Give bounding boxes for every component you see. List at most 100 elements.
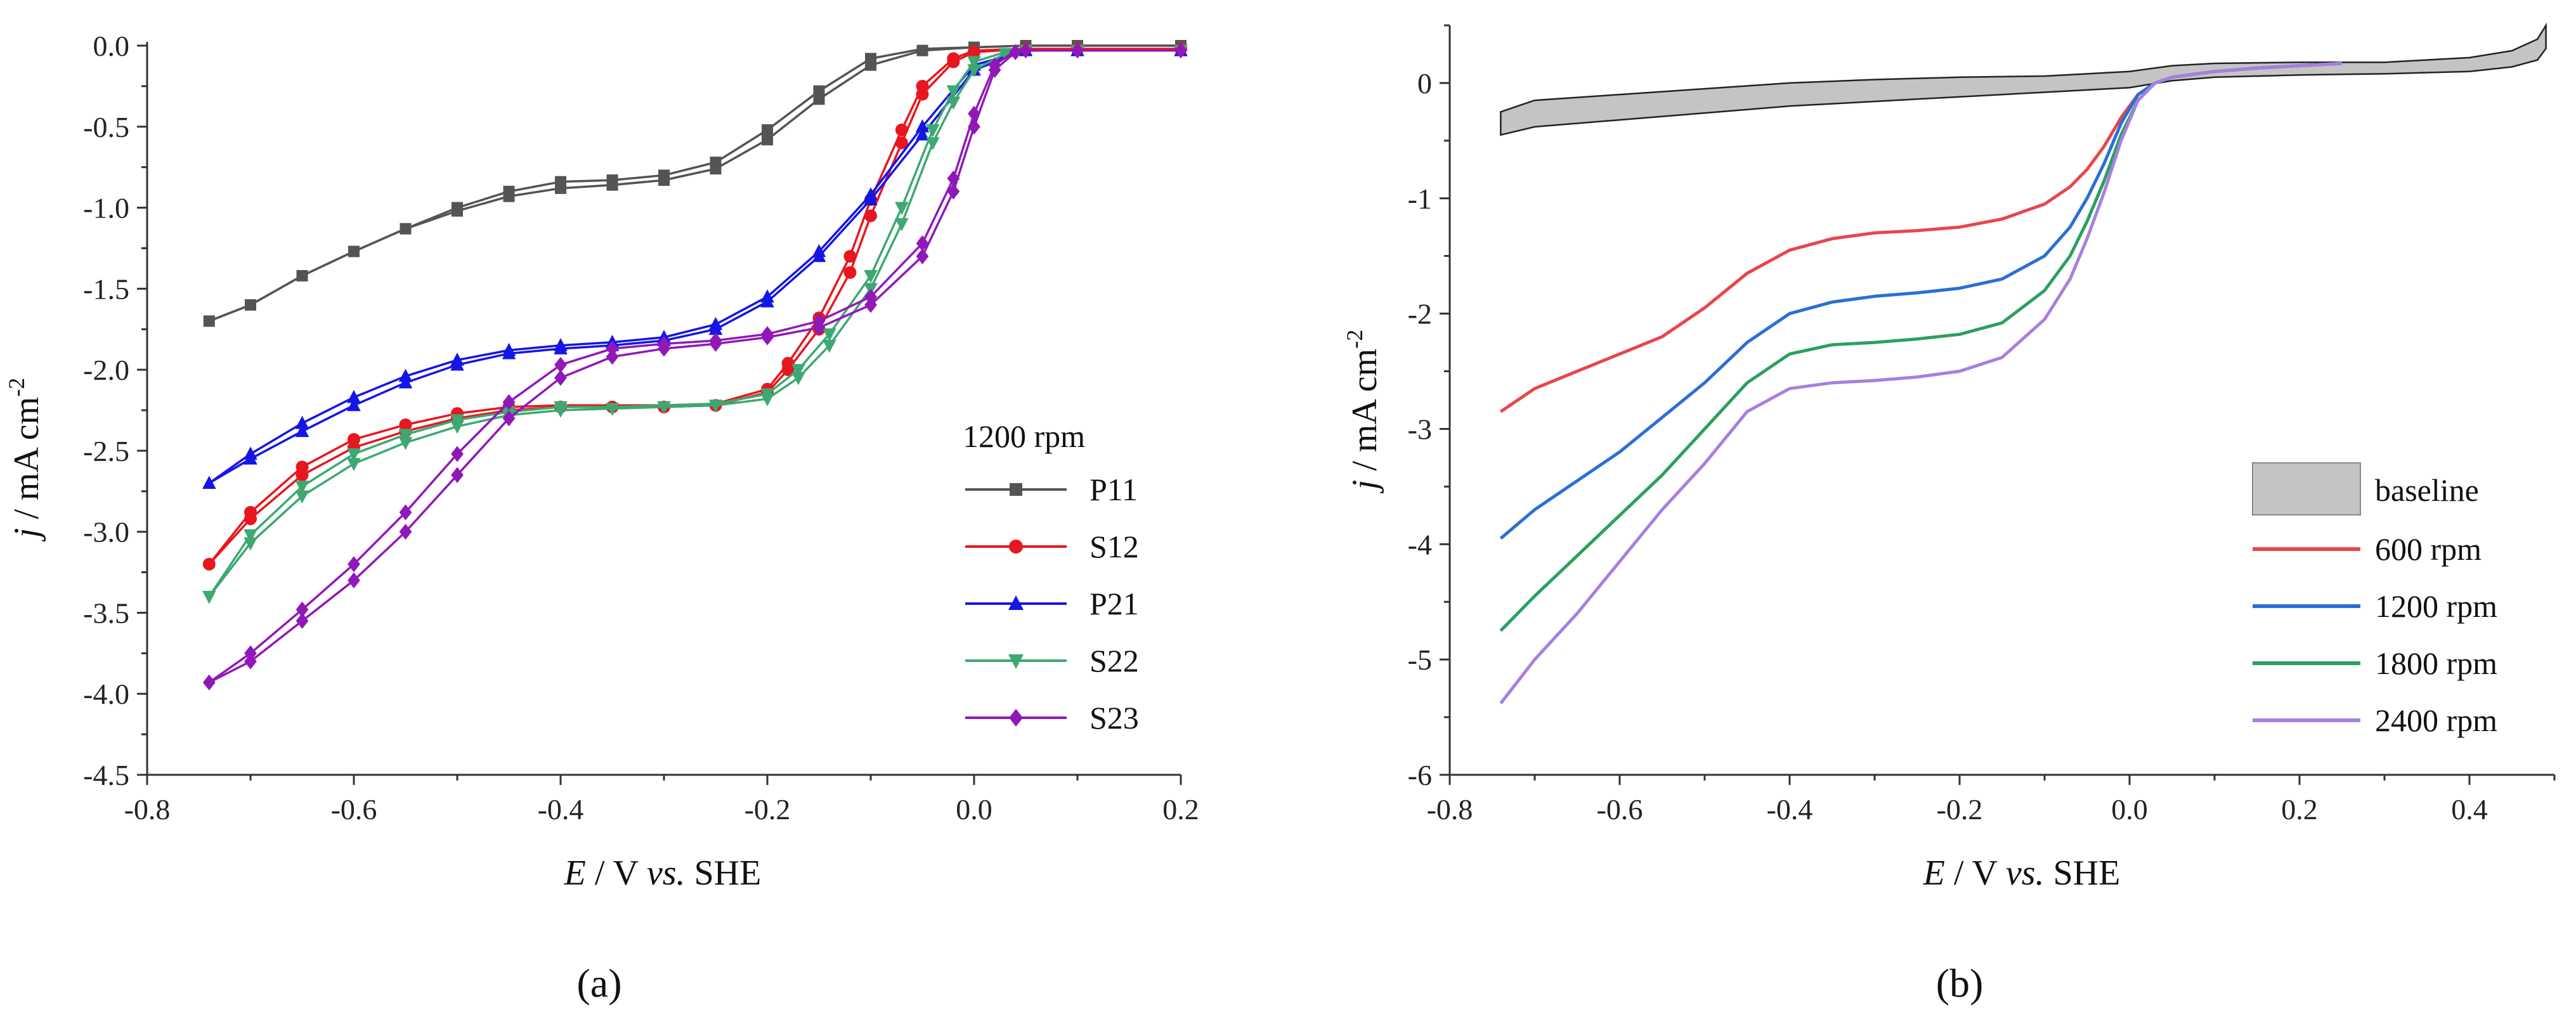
panel-a-data-point: [1071, 42, 1084, 59]
panel-a-data-point: [926, 137, 940, 151]
panel-a-data-point: [296, 601, 309, 618]
panel-a-legend-item: P11: [965, 472, 1138, 507]
panel-a-data-point: [244, 506, 257, 519]
panel-b-series-1800-rpm: [1499, 62, 2343, 632]
panel-a-data-point: [399, 524, 412, 540]
panel-a-data-point: [451, 446, 464, 462]
panel-a-data-point: [605, 403, 620, 417]
panel-b-y-tick-label: -2: [1408, 298, 1432, 330]
panel-b-baseline-band: [1500, 22, 2547, 136]
panel-a-data-point: [967, 64, 981, 78]
panel-a-data-point: [348, 556, 360, 573]
panel-a-data-point: [347, 458, 361, 472]
panel-a-data-point: [399, 418, 412, 431]
panel-a-series-line: [208, 49, 1181, 597]
panel-a-data-point: [296, 460, 309, 474]
panel-a-data-point: [451, 467, 464, 483]
panel-a-legend-label: P21: [1090, 586, 1139, 621]
panel-a-data-point: [864, 297, 877, 313]
panel-a-data-point: [762, 124, 773, 136]
panel-b-x-tick-label: 0.4: [2451, 793, 2488, 826]
panel-a-data-point: [348, 572, 360, 588]
panel-b-y-tick-label: -6: [1408, 759, 1432, 791]
panel-b-legend-label: baseline: [2375, 472, 2479, 508]
panel-b-legend-label: 2400 rpm: [2375, 703, 2497, 738]
panel-a-data-point: [502, 394, 516, 410]
panel-a-data-point: [823, 328, 836, 342]
panel-a-data-point: [202, 557, 216, 571]
panel-a-data-point: [398, 429, 413, 443]
panel-a-data-point: [203, 315, 215, 327]
panel-a-data-point: [864, 288, 877, 305]
panel-a-data-point: [606, 174, 618, 186]
panel-a-y-tick-label: -0.5: [83, 111, 129, 143]
panel-a-data-point: [915, 119, 930, 133]
panel-a-data-point: [760, 289, 774, 303]
panel-a-legend-label: P11: [1090, 472, 1138, 507]
panel-a-data-point: [895, 136, 908, 150]
panel-b-legend-label: 1800 rpm: [2375, 645, 2497, 681]
panel-b-series-1200-rpm: [1499, 62, 2343, 540]
panel-a-data-point: [791, 364, 805, 377]
panel-a-y-tick-label: -3.5: [83, 597, 129, 629]
panel-a-data-point: [813, 85, 825, 97]
panel-a-data-point: [658, 169, 670, 181]
panel-b-legend-swatch: [2252, 462, 2361, 515]
panel-a-data-point: [244, 446, 257, 460]
panel-a-legend-marker: [1009, 709, 1023, 727]
panel-a-data-point: [450, 353, 464, 366]
panel-a-legend: 1200 rpm P11 S12 P21 S22 S23: [963, 418, 1139, 736]
panel-a-data-point: [347, 448, 361, 462]
panel-a-data-point: [708, 316, 723, 330]
panel-a-series-line-return: [208, 49, 1181, 597]
panel-b-y-tick-label: -1: [1408, 183, 1432, 215]
panel-a-y-tick-label: -3.0: [83, 516, 129, 548]
panel-a-data-point: [864, 187, 878, 201]
panel-b-legend-item: 2400 rpm: [2253, 703, 2497, 738]
panel-a-data-point: [967, 56, 981, 70]
panel-a-data-point: [348, 433, 360, 446]
panel-a-data-point: [400, 223, 412, 235]
panel-a-legend-item: S12: [965, 529, 1139, 564]
panel-a-data-point: [244, 537, 257, 551]
panel-b-plot-area: [1499, 62, 2343, 704]
panel-a-legend-title: 1200 rpm: [963, 418, 1085, 454]
panel-a-data-point: [823, 339, 836, 353]
panel-b-label: (b): [1936, 961, 1984, 1006]
panel-a-axes: [137, 42, 1182, 785]
panel-a-y-tick-label: -2.0: [83, 354, 129, 386]
panel-a-data-point: [916, 44, 928, 56]
panel-a-data-point: [843, 266, 857, 279]
panel-a-data-point: [658, 335, 670, 352]
panel-a-series-line: [208, 48, 1181, 565]
panel-a-x-tick-label: -0.4: [538, 793, 584, 826]
panel-a-x-tick-label: -0.6: [331, 793, 377, 826]
panel-b-x-tick-labels: -0.8 -0.6 -0.4 -0.2 0.0 0.2 0.4: [1427, 793, 2488, 826]
panel-b-y-tick-labels: 0 -1 -2 -3 -4 -5 -6: [1408, 67, 1432, 791]
panel-a-data-point: [864, 269, 878, 283]
panel-a-data-point: [202, 590, 216, 604]
panel-a-data-point: [812, 313, 826, 330]
panel-b-y-axis-title: j / mA cm-2: [1342, 330, 1384, 493]
panel-a-x-axis-title: E / V vs. SHE: [564, 853, 762, 893]
panel-a-data-point: [947, 170, 960, 187]
panel-b-x-axis-title: E / V vs. SHE: [1923, 853, 2121, 893]
panel-a-y-tick-label: -4.0: [83, 678, 129, 710]
panel-a-data-point: [347, 398, 361, 412]
panel-a-series-p11: [203, 40, 1187, 327]
panel-a-x-tick-labels: -0.8 -0.6 -0.4 -0.2 0.0 0.2: [124, 793, 1199, 826]
panel-a-data-point: [946, 96, 961, 110]
panel-a-y-tick-label: -4.5: [83, 759, 129, 791]
panel-b-x-tick-label: 0.0: [2111, 793, 2148, 826]
panel-a-data-point: [864, 209, 877, 223]
panel-a-data-point: [895, 218, 909, 231]
panel-b-chart: -0.8 -0.6 -0.4 -0.2 0.0 0.2 0.4 0-1-2-3-4-5-6 …: [1342, 22, 2556, 1006]
panel-a-data-point: [202, 476, 216, 489]
panel-a-data-point: [502, 342, 516, 356]
panel-b-x-tick-label: -0.2: [1937, 793, 1983, 826]
panel-a-data-point: [916, 248, 929, 264]
panel-a-series-s12: [202, 42, 1187, 571]
panel-a-data-point: [947, 183, 960, 200]
panel-b-legend-label: 600 rpm: [2375, 531, 2482, 567]
